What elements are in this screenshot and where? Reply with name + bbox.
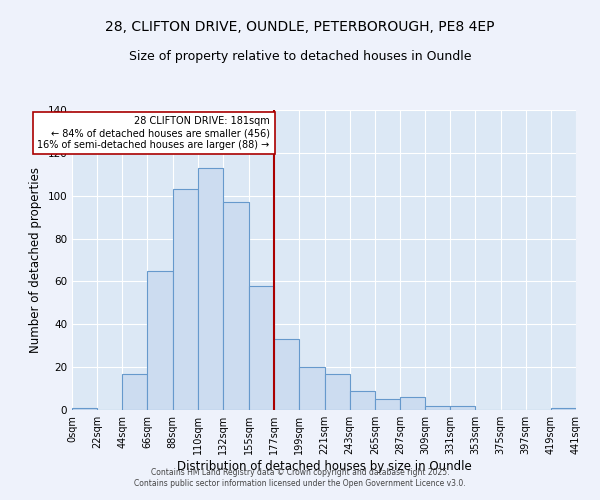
Bar [299,367,325,410]
Bar [325,374,350,410]
Bar [148,270,173,410]
Text: 28 CLIFTON DRIVE: 181sqm
← 84% of detached houses are smaller (456)
16% of semi-: 28 CLIFTON DRIVE: 181sqm ← 84% of detach… [37,116,270,150]
Bar [72,408,97,410]
Bar [122,374,148,410]
Bar [249,286,274,410]
Bar [173,190,198,410]
Bar [450,406,475,410]
Text: 28, CLIFTON DRIVE, OUNDLE, PETERBOROUGH, PE8 4EP: 28, CLIFTON DRIVE, OUNDLE, PETERBOROUGH,… [105,20,495,34]
Bar [425,406,450,410]
X-axis label: Distribution of detached houses by size in Oundle: Distribution of detached houses by size … [176,460,472,473]
Y-axis label: Number of detached properties: Number of detached properties [29,167,42,353]
Bar [274,340,299,410]
Bar [400,397,425,410]
Bar [223,202,249,410]
Text: Size of property relative to detached houses in Oundle: Size of property relative to detached ho… [129,50,471,63]
Text: Contains HM Land Registry data © Crown copyright and database right 2025.
Contai: Contains HM Land Registry data © Crown c… [134,468,466,487]
Bar [375,400,400,410]
Bar [198,168,223,410]
Bar [551,408,576,410]
Bar [350,390,375,410]
